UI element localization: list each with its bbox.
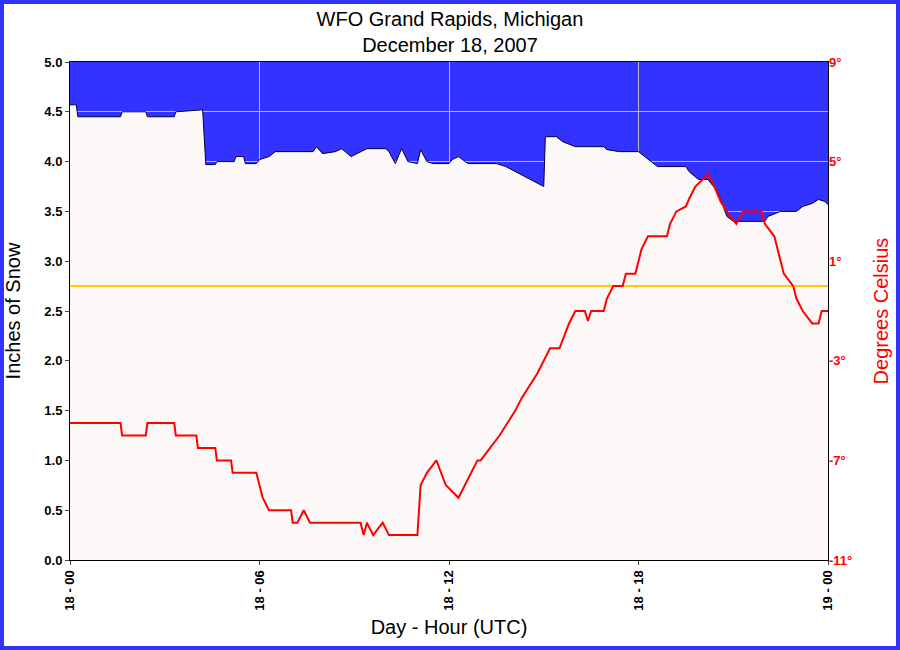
svg-text:18 - 00: 18 - 00 xyxy=(62,570,77,610)
svg-text:1.0: 1.0 xyxy=(44,453,62,468)
svg-text:Degrees Celsius: Degrees Celsius xyxy=(870,238,892,385)
svg-text:Day - Hour (UTC): Day - Hour (UTC) xyxy=(371,616,528,638)
svg-text:-3°: -3° xyxy=(829,353,846,368)
svg-text:5°: 5° xyxy=(829,154,841,169)
svg-text:19 - 00: 19 - 00 xyxy=(820,570,835,610)
svg-text:4.0: 4.0 xyxy=(44,154,62,169)
svg-text:1°: 1° xyxy=(829,254,841,269)
svg-text:3.0: 3.0 xyxy=(44,254,62,269)
svg-text:0.0: 0.0 xyxy=(44,553,62,568)
svg-text:-11°: -11° xyxy=(829,553,852,568)
svg-text:18 - 18: 18 - 18 xyxy=(631,570,646,610)
svg-text:4.5: 4.5 xyxy=(44,104,62,119)
svg-text:0.5: 0.5 xyxy=(44,503,62,518)
svg-text:18 - 06: 18 - 06 xyxy=(252,570,267,610)
svg-text:WFO Grand Rapids, MichiganDece: WFO Grand Rapids, MichiganDecember 18, 2… xyxy=(317,8,584,56)
svg-text:9°: 9° xyxy=(829,55,841,70)
svg-text:2.0: 2.0 xyxy=(44,353,62,368)
svg-text:5.0: 5.0 xyxy=(44,55,62,70)
svg-text:2.5: 2.5 xyxy=(44,304,62,319)
svg-text:-7°: -7° xyxy=(829,453,846,468)
svg-text:3.5: 3.5 xyxy=(44,204,62,219)
svg-text:1.5: 1.5 xyxy=(44,403,62,418)
svg-text:Inches of Snow: Inches of Snow xyxy=(2,242,24,379)
svg-text:18 - 12: 18 - 12 xyxy=(441,570,456,610)
